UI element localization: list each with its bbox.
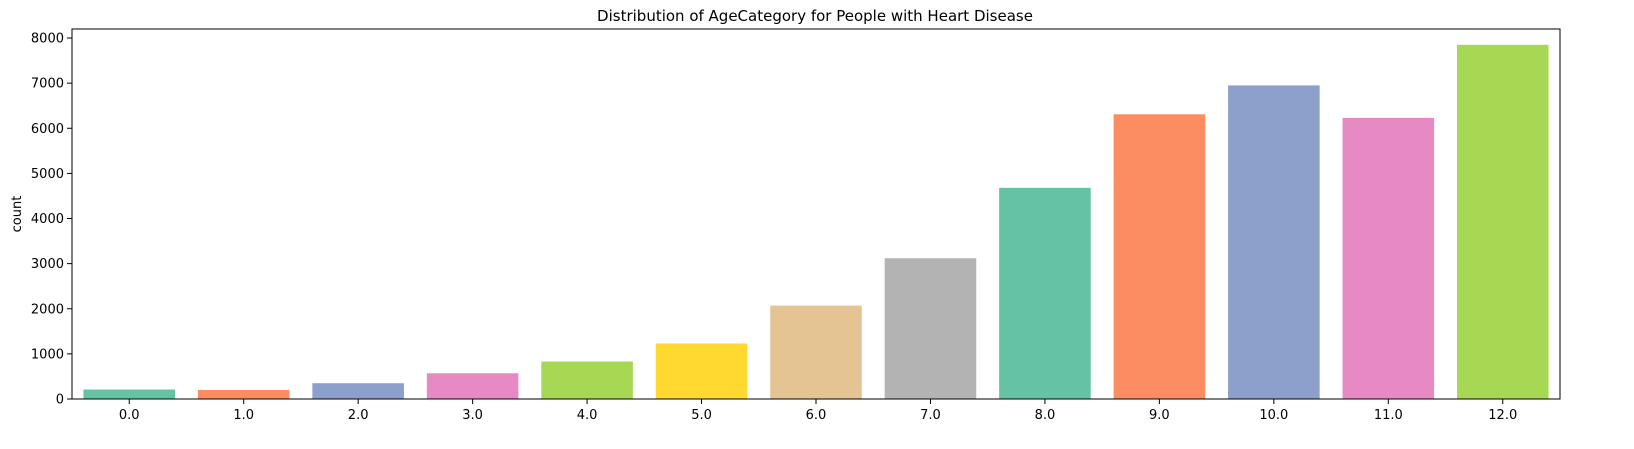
bar-7-0 — [884, 258, 977, 399]
x-tick-label: 5.0 — [691, 408, 712, 423]
x-tick-label: 3.0 — [462, 408, 483, 423]
chart-title: Distribution of AgeCategory for People w… — [597, 7, 1033, 25]
y-tick-label: 4000 — [31, 212, 64, 227]
y-tick-label: 6000 — [31, 122, 64, 137]
x-tick-label: 4.0 — [577, 408, 598, 423]
bar-4-0 — [541, 361, 633, 399]
bar-11-0 — [1342, 117, 1435, 399]
y-axis-label: count — [10, 196, 25, 233]
x-tick-label: 12.0 — [1488, 408, 1517, 423]
bar-12-0 — [1456, 44, 1549, 399]
x-tick-label: 10.0 — [1259, 408, 1288, 423]
y-tick-label: 5000 — [31, 167, 64, 182]
x-tick-label: 2.0 — [348, 408, 369, 423]
bar-6-0 — [770, 305, 862, 399]
x-axis: 0.0 1.0 2.0 3.0 4.0 5.0 6.0 7.0 8.0 9.0 10.0 11.0 12… — [119, 399, 1517, 423]
x-tick-label: 6.0 — [806, 408, 827, 423]
bar-8-0 — [999, 187, 1091, 399]
bar-10-0 — [1228, 85, 1320, 399]
plot-frame — [71, 28, 1561, 400]
y-tick-label: 1000 — [31, 347, 64, 362]
bar-5-0 — [655, 343, 748, 399]
bar-1-0 — [197, 389, 290, 399]
bar-2-0 — [312, 383, 404, 399]
y-tick-label: 7000 — [31, 77, 64, 92]
x-tick-label: 8.0 — [1035, 408, 1056, 423]
x-tick-label: 0.0 — [119, 408, 140, 423]
x-tick-label: 9.0 — [1149, 408, 1170, 423]
y-tick-label: 8000 — [31, 32, 64, 47]
x-tick-label: 7.0 — [920, 408, 941, 423]
y-tick-label: 3000 — [31, 257, 64, 272]
bar-0-0 — [83, 389, 176, 399]
y-axis: 0 1000 2000 3000 4000 5000 6000 7000 8000 — [31, 32, 72, 408]
bars-group — [83, 44, 1549, 399]
bar-9-0 — [1113, 114, 1206, 399]
x-tick-label: 11.0 — [1374, 408, 1403, 423]
bar-3-0 — [426, 373, 519, 399]
x-tick-label: 1.0 — [233, 408, 254, 423]
y-tick-label: 0 — [56, 393, 64, 408]
y-tick-label: 2000 — [31, 302, 64, 317]
